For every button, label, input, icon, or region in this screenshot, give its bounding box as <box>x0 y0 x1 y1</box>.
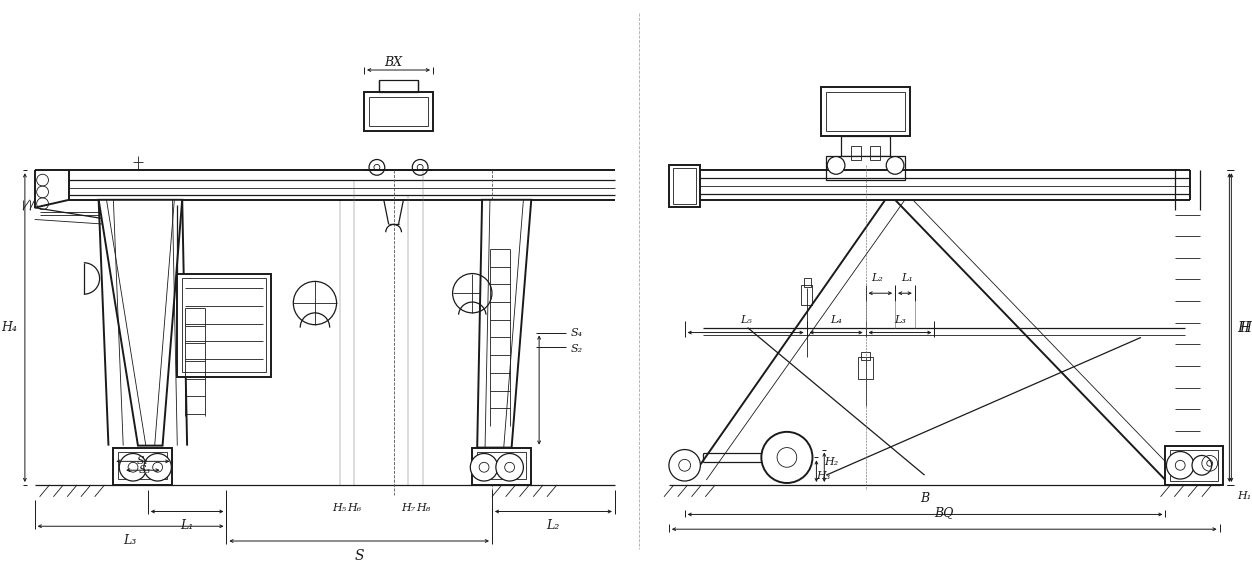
Circle shape <box>144 453 172 481</box>
Bar <box>841 136 890 155</box>
Text: H₄: H₄ <box>1 321 18 334</box>
Bar <box>826 92 905 131</box>
Bar <box>1166 446 1222 485</box>
Text: S₁: S₁ <box>136 456 149 467</box>
Circle shape <box>886 156 904 174</box>
Circle shape <box>1167 452 1194 479</box>
Text: H₈: H₈ <box>416 502 431 513</box>
Text: L₃: L₃ <box>894 315 906 325</box>
Text: H₂: H₂ <box>824 457 839 467</box>
Text: BQ: BQ <box>934 506 954 519</box>
Text: H₅: H₅ <box>332 502 347 513</box>
Text: L₂: L₂ <box>546 519 560 533</box>
Text: L₅: L₅ <box>740 315 751 325</box>
Text: B: B <box>920 492 929 505</box>
Bar <box>477 452 526 479</box>
Circle shape <box>1192 455 1212 475</box>
Bar <box>821 86 910 136</box>
Bar <box>804 278 811 287</box>
Text: H₇: H₇ <box>401 502 416 513</box>
Circle shape <box>496 453 523 481</box>
Text: L₄: L₄ <box>830 315 843 325</box>
Text: H₆: H₆ <box>347 502 362 513</box>
Text: L₁: L₁ <box>901 273 913 283</box>
Text: S₃: S₃ <box>139 465 151 475</box>
Circle shape <box>761 432 813 483</box>
Circle shape <box>828 156 845 174</box>
Text: H₁: H₁ <box>1237 491 1252 501</box>
Bar <box>672 168 696 204</box>
Bar <box>364 92 433 131</box>
Bar <box>118 452 168 479</box>
Bar <box>860 352 870 360</box>
Bar <box>178 274 270 377</box>
Bar <box>851 146 860 160</box>
Text: BX: BX <box>384 56 403 69</box>
Bar <box>1171 450 1218 481</box>
Bar <box>870 146 880 160</box>
Text: H: H <box>1239 320 1251 335</box>
Text: L₁: L₁ <box>180 519 194 533</box>
Text: S₂: S₂ <box>571 344 582 354</box>
Polygon shape <box>99 200 183 446</box>
Circle shape <box>119 453 146 481</box>
Circle shape <box>471 453 498 481</box>
Text: L₃: L₃ <box>124 534 136 547</box>
Bar <box>669 166 700 207</box>
Circle shape <box>669 450 700 481</box>
Bar <box>858 357 874 379</box>
Bar <box>801 285 813 305</box>
Text: S₄: S₄ <box>571 328 582 337</box>
Bar <box>369 97 428 126</box>
Text: H₃: H₃ <box>816 471 830 481</box>
Bar <box>183 278 265 372</box>
Bar <box>379 80 418 92</box>
Text: L₂: L₂ <box>871 273 884 283</box>
Text: S: S <box>354 549 364 563</box>
Bar <box>472 448 531 485</box>
Polygon shape <box>477 200 531 448</box>
Bar <box>114 448 173 485</box>
Text: H: H <box>1237 320 1249 335</box>
Bar <box>826 155 905 180</box>
